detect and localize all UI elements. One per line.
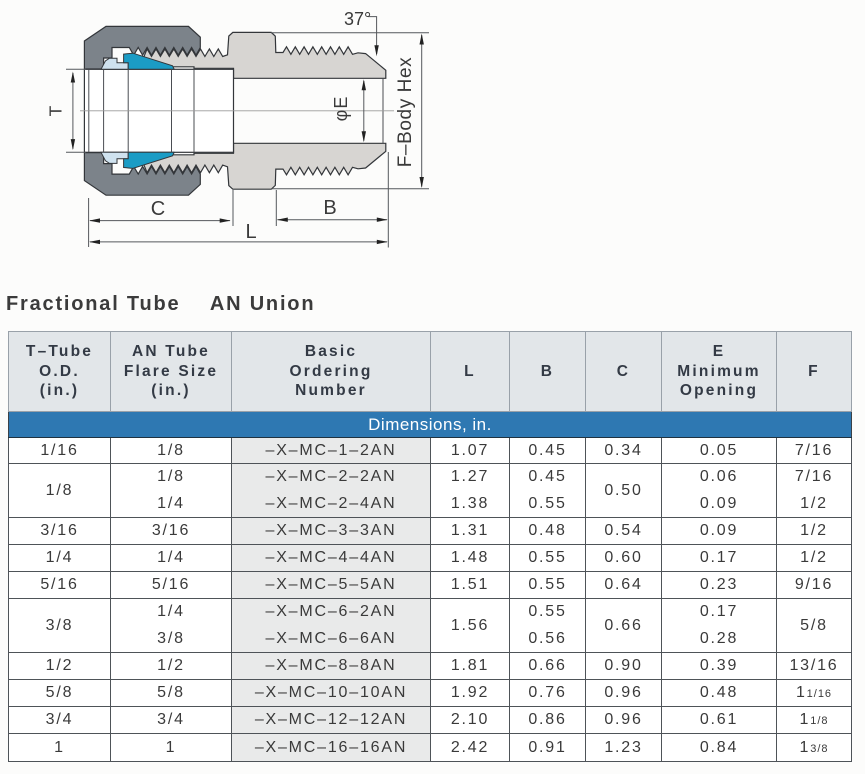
svg-text:φE: φE bbox=[331, 96, 351, 122]
svg-text:T: T bbox=[46, 105, 66, 116]
svg-text:L: L bbox=[245, 221, 256, 243]
svg-text:B: B bbox=[323, 197, 336, 219]
svg-text:37°: 37° bbox=[344, 9, 371, 29]
svg-text:C: C bbox=[151, 198, 165, 220]
svg-text:F–Body Hex: F–Body Hex bbox=[395, 57, 416, 168]
